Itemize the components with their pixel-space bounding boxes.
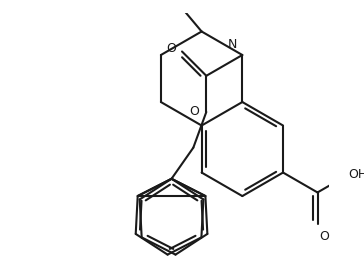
Text: N: N <box>228 38 237 52</box>
Text: O: O <box>319 230 329 242</box>
Text: O: O <box>167 42 177 55</box>
Text: OH: OH <box>349 168 364 181</box>
Text: O: O <box>189 106 199 118</box>
